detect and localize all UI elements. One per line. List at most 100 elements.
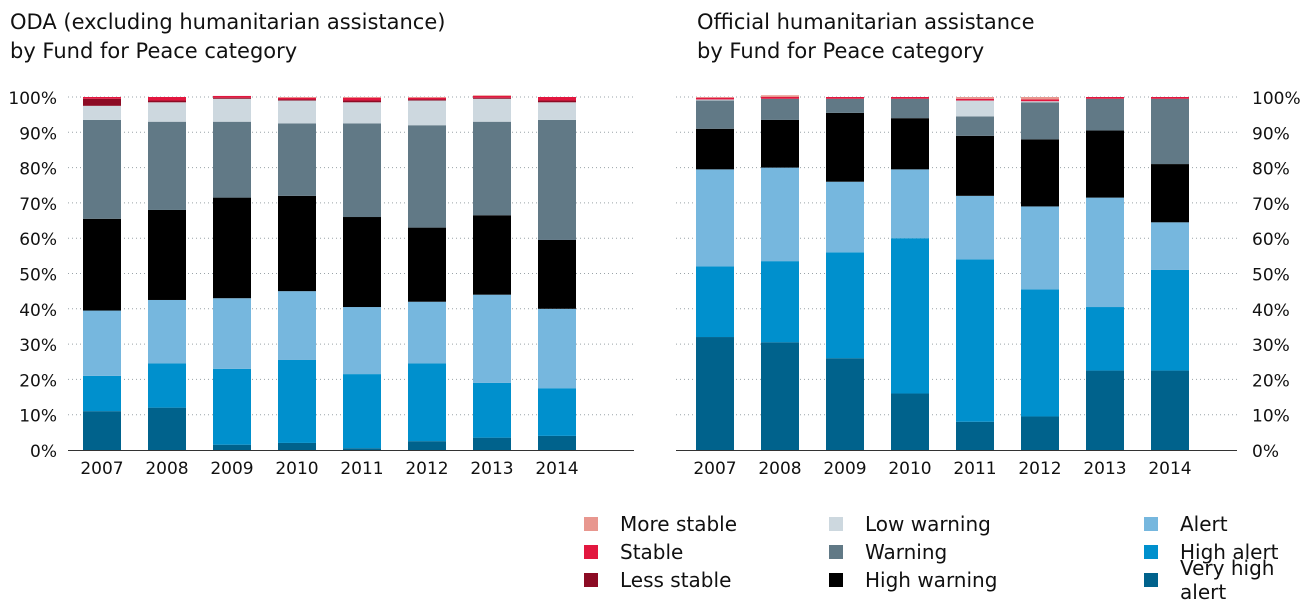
right-y-tick-label: 90% (1252, 124, 1290, 144)
left-bar-2012-very-high-alert (408, 441, 446, 450)
legend-item-less-stable: Less stable (584, 566, 731, 594)
left-bar-2007-high-warning (83, 218, 121, 311)
right-bar-2013-stable (1086, 97, 1124, 99)
left-bar-2014-high-alert (538, 388, 576, 436)
left-y-tick-label: 100% (8, 89, 57, 109)
right-x-tick-label-2011: 2011 (953, 459, 996, 479)
right-stacked-bar-chart: 0% 10% 20% 30% 40% 50% 60% 70% 80% 90% 100% 2007 200… (676, 89, 1301, 479)
legend-item-alert: Alert (1144, 510, 1228, 538)
right-chart-title-line1: Official humanitarian assistance (697, 10, 1035, 34)
left-x-tick-label-2012: 2012 (405, 459, 448, 479)
left-bar-2014-alert (538, 308, 576, 389)
left-bar-2013-warning (473, 121, 511, 216)
legend-item-warning: Warning (829, 538, 947, 566)
left-bar-2011-warning (343, 123, 381, 218)
right-bar-2008-warning (761, 98, 799, 120)
right-bar-2014-stable (1151, 97, 1189, 99)
right-bar-2007-very-high-alert (696, 337, 734, 450)
right-chart-title: Official humanitarian assistance by Fund… (697, 8, 1035, 66)
left-bar-2007-stable (83, 97, 121, 99)
left-bar-2013-alert (473, 294, 511, 383)
right-bar-2007-more-stable (696, 97, 734, 98)
left-bar-2007-alert (83, 310, 121, 376)
left-bar-2011-less-stable (343, 100, 381, 103)
left-bar-2007-warning (83, 119, 121, 219)
right-bar-2012-very-high-alert (1021, 416, 1059, 450)
legend-item-more-stable: More stable (584, 510, 737, 538)
left-bar-2012-stable (408, 97, 446, 100)
legend-label: More stable (620, 512, 738, 536)
left-x-tick-label-2007: 2007 (80, 459, 123, 479)
legend-item-very-high-alert: Very high alert (1144, 556, 1304, 604)
left-x-tick-label-2014: 2014 (535, 459, 578, 479)
right-bar-2008-high-alert (761, 261, 799, 343)
left-bar-2014-stable (538, 97, 576, 101)
right-bar-2011-more-stable (956, 97, 994, 99)
left-bar-2008-stable (148, 97, 186, 101)
right-bar-2009-alert (826, 181, 864, 253)
left-bar-2010-alert (278, 291, 316, 360)
legend-item-high-warning: High warning (829, 566, 997, 594)
legend: More stable Low warning Alert Stable Warning… (584, 510, 1304, 604)
left-bar-2012-alert (408, 301, 446, 364)
right-y-tick-label: 80% (1252, 160, 1290, 180)
legend-swatch (584, 573, 598, 587)
legend-swatch (829, 573, 843, 587)
left-bar-2014-warning (538, 119, 576, 240)
right-bar-2008-very-high-alert (761, 342, 799, 450)
right-x-tick-label-2012: 2012 (1018, 459, 1061, 479)
right-y-tick-label: 30% (1252, 336, 1290, 356)
right-bar-2007-warning (696, 100, 734, 129)
right-bar-2014-alert (1151, 222, 1189, 270)
right-y-tick-label: 50% (1252, 266, 1290, 286)
left-bar-2013-low-warning (473, 98, 511, 122)
right-bar-2013-very-high-alert (1086, 370, 1124, 450)
right-bar-2012-high-warning (1021, 139, 1059, 207)
left-bar-2014-high-warning (538, 239, 576, 309)
legend-label: High warning (865, 568, 998, 592)
right-bar-2014-high-warning (1151, 164, 1189, 223)
left-bar-2007-very-high-alert (83, 411, 121, 450)
left-bar-2009-low-warning (213, 98, 251, 122)
left-bar-2011-alert (343, 307, 381, 375)
right-x-tick-label-2009: 2009 (823, 459, 866, 479)
left-y-tick-label: 40% (19, 301, 57, 321)
left-bar-2007-low-warning (83, 105, 121, 120)
right-bar-2010-alert (891, 169, 929, 239)
right-y-tick-label: 10% (1252, 407, 1290, 427)
left-bar-2008-less-stable (148, 100, 186, 103)
left-bar-2011-very-high-alert (343, 448, 381, 450)
right-bar-2011-alert (956, 195, 994, 260)
right-bar-2007-high-alert (696, 266, 734, 338)
right-bar-2012-stable (1021, 99, 1059, 102)
right-bar-2007-low-warning (696, 99, 734, 101)
left-y-tick-label: 50% (19, 266, 57, 286)
left-bar-2013-very-high-alert (473, 437, 511, 450)
legend-item-stable: Stable (584, 538, 683, 566)
right-bar-2011-warning (956, 116, 994, 136)
right-bar-2013-high-warning (1086, 130, 1124, 198)
legend-swatch (829, 517, 843, 531)
right-bar-2012-low-warning (1021, 101, 1059, 103)
left-bar-2008-high-warning (148, 209, 186, 300)
left-x-tick-label-2010: 2010 (275, 459, 318, 479)
left-bar-2010-high-alert (278, 359, 316, 443)
left-bar-2014-very-high-alert (538, 435, 576, 450)
left-bar-2008-low-warning (148, 102, 186, 122)
left-bar-2008-very-high-alert (148, 407, 186, 450)
right-bar-2010-high-warning (891, 118, 929, 170)
left-bar-2010-stable (278, 97, 316, 100)
right-bar-2008-high-warning (761, 119, 799, 168)
legend-label: Less stable (620, 568, 732, 592)
right-bar-2014-very-high-alert (1151, 370, 1189, 450)
right-x-tick-label-2008: 2008 (758, 459, 801, 479)
right-bar-2009-high-warning (826, 112, 864, 182)
right-y-tick-label: 20% (1252, 371, 1290, 391)
right-bar-2010-high-alert (891, 238, 929, 394)
left-bar-2014-less-stable (538, 100, 576, 103)
left-bar-2010-very-high-alert (278, 442, 316, 450)
left-x-tick-label-2008: 2008 (145, 459, 188, 479)
right-bar-2007-alert (696, 169, 734, 267)
left-bar-2012-low-warning (408, 100, 446, 126)
left-bar-2013-high-alert (473, 382, 511, 438)
